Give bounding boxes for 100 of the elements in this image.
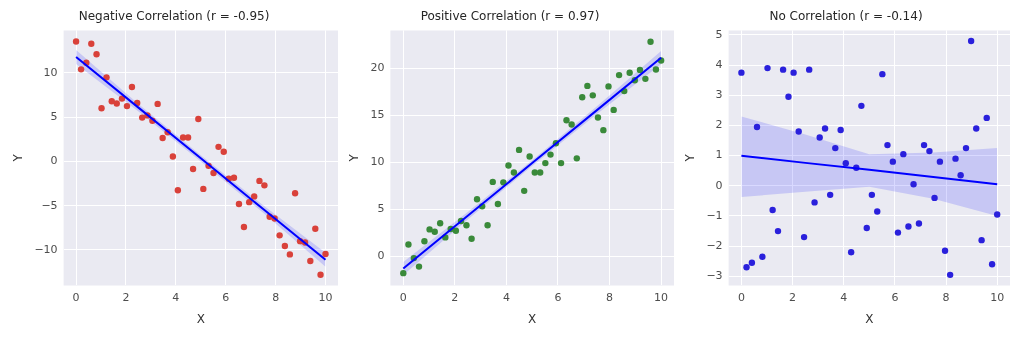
point: [426, 226, 433, 233]
point: [863, 224, 870, 232]
point: [785, 93, 792, 100]
point: [894, 229, 902, 236]
y-tick-label: 10: [43, 65, 58, 79]
point: [240, 223, 248, 231]
x-tick-label: 8: [606, 290, 614, 304]
point: [884, 141, 891, 149]
point: [281, 242, 289, 250]
point: [589, 92, 596, 99]
point: [138, 114, 146, 121]
point: [169, 153, 177, 160]
point: [743, 264, 750, 271]
point: [179, 134, 187, 141]
point: [526, 153, 533, 160]
point: [790, 69, 797, 76]
y-tick-label: 20: [370, 60, 385, 74]
point: [764, 64, 771, 72]
point: [400, 269, 407, 277]
point: [235, 200, 243, 208]
point: [779, 66, 787, 73]
point: [973, 125, 980, 132]
y-tick-label: 5: [377, 202, 385, 216]
point: [123, 102, 131, 110]
point: [542, 159, 549, 167]
point: [584, 82, 591, 90]
chart-title: Negative Correlation (r = -0.95): [78, 9, 270, 24]
point: [811, 199, 818, 206]
point: [800, 233, 808, 241]
point: [600, 126, 607, 134]
point: [889, 158, 897, 165]
y-tick-label: 2: [715, 118, 723, 132]
point: [910, 181, 917, 188]
y-tick-label: −1: [706, 208, 723, 222]
point: [759, 253, 766, 260]
x-tick-label: 0: [737, 290, 745, 304]
point: [108, 98, 115, 105]
point: [230, 174, 238, 182]
point: [738, 69, 745, 76]
point: [452, 227, 460, 235]
y-tick-label: 4: [715, 57, 723, 71]
point: [610, 106, 617, 114]
point: [842, 159, 849, 167]
point: [291, 190, 299, 197]
point: [957, 172, 964, 179]
point: [88, 40, 95, 47]
point: [636, 66, 644, 74]
point: [967, 37, 975, 45]
x-tick-label: 4: [502, 290, 510, 304]
point: [568, 121, 575, 128]
point: [531, 169, 538, 176]
point: [874, 208, 881, 215]
point: [515, 146, 523, 154]
point: [510, 169, 518, 176]
x-tick-label: 0: [72, 290, 80, 304]
point: [189, 165, 197, 173]
x-axis-title: X: [865, 311, 874, 326]
x-axis-title: X: [196, 311, 205, 326]
y-tick-label: 5: [715, 27, 723, 41]
x-tick-label: 10: [990, 290, 1005, 304]
point: [915, 220, 923, 227]
point: [931, 194, 938, 202]
point: [246, 198, 253, 206]
x-tick-label: 2: [789, 290, 797, 304]
point: [557, 159, 565, 167]
point: [573, 155, 580, 162]
point: [405, 241, 412, 248]
x-tick-label: 6: [222, 290, 230, 304]
point: [821, 125, 829, 132]
point: [647, 38, 654, 45]
point: [431, 228, 438, 235]
point: [118, 95, 126, 102]
point: [594, 114, 602, 121]
y-tick-label: 0: [715, 178, 723, 192]
point: [615, 71, 623, 79]
point: [494, 200, 502, 208]
y-tick-label: 5: [50, 110, 58, 124]
point: [905, 223, 912, 230]
x-tick-label: 6: [554, 290, 562, 304]
y-tick-label: 15: [370, 107, 385, 121]
point: [210, 169, 217, 177]
point: [941, 247, 949, 254]
point: [769, 206, 776, 214]
x-tick-label: 8: [272, 290, 280, 304]
point: [322, 250, 329, 258]
point: [952, 155, 959, 162]
x-tick-label: 10: [654, 290, 669, 304]
point: [463, 221, 470, 229]
point: [195, 115, 202, 123]
point: [174, 187, 182, 194]
x-tick-label: 4: [172, 290, 180, 304]
x-tick-label: 4: [840, 290, 848, 304]
point: [536, 169, 544, 176]
point: [946, 271, 954, 279]
point: [312, 225, 319, 232]
point: [978, 236, 985, 244]
x-tick-label: 2: [122, 290, 130, 304]
point: [847, 249, 855, 256]
x-tick-label: 2: [451, 290, 459, 304]
point: [468, 235, 475, 243]
